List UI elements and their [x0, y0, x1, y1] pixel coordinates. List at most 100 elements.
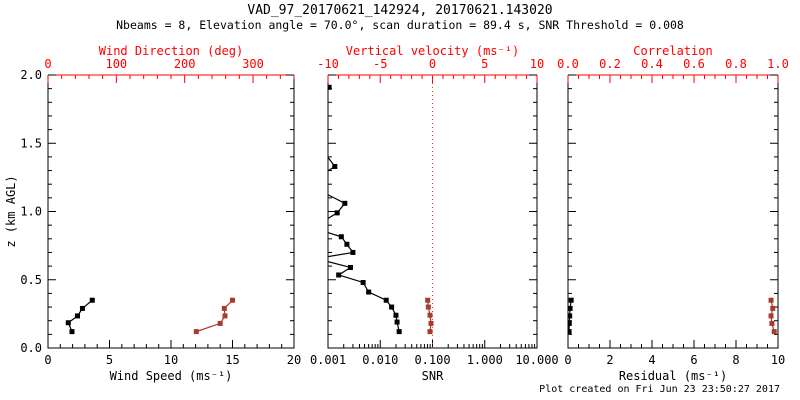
y-axis-snr [328, 74, 537, 349]
tick-label: 1.5 [20, 136, 42, 150]
bottom-axis-title: SNR [422, 369, 444, 383]
snr-profile-marker [334, 210, 340, 216]
tick-label: 0.0 [20, 341, 42, 355]
wind-speed-marker [65, 320, 71, 326]
tick-label: 0.001 [310, 353, 346, 367]
residual-marker [568, 320, 572, 326]
tick-label: 15 [225, 353, 239, 367]
bottom-axis-snr: 0.001 0.010 0.100 1.000 10.000 SNR [310, 340, 559, 383]
tick-label: 0.4 [641, 57, 663, 71]
vertical-velocity-marker [427, 329, 433, 335]
snr-profile-series [305, 84, 402, 335]
correlation-marker [769, 320, 775, 326]
panel-wind: 0 5 10 15 20 Wind Speed (ms⁻¹) 0 100 200 300Wind … [20, 44, 301, 383]
vertical-velocity-series [425, 297, 434, 335]
tick-label: 200 [174, 57, 196, 71]
vertical-velocity-marker [427, 312, 433, 318]
tick-label: 6 [690, 353, 697, 367]
snr-profile-marker [360, 279, 366, 285]
bottom-axis-title: Residual (ms⁻¹) [619, 369, 727, 383]
tick-label: 10.000 [515, 353, 558, 367]
bottom-axis-wind: 0 5 10 15 20 Wind Speed (ms⁻¹) [44, 340, 301, 383]
tick-label: 2 [606, 353, 613, 367]
wind-speed-marker [75, 313, 81, 319]
tick-label: -5 [373, 57, 387, 71]
snr-profile-marker [305, 127, 310, 132]
residual-marker [568, 297, 574, 303]
tick-label: 300 [242, 57, 264, 71]
tick-label: 0 [44, 353, 51, 367]
tick-label: 20 [287, 353, 301, 367]
snr-profile-marker [328, 84, 332, 90]
snr-profile-marker [342, 200, 348, 206]
wind-speed-series [65, 297, 95, 335]
tick-label: 0.8 [725, 57, 747, 71]
tick-label: 0.100 [414, 353, 450, 367]
snr-profile-marker [394, 319, 400, 325]
top-axis-residual: 0.0 0.2 0.4 0.6 0.8 1.0 Correlation [557, 44, 789, 83]
bottom-axis-residual: 0 2 4 6 8 10 Residual (ms⁻¹) [564, 340, 785, 383]
tick-label: 0.0 [557, 57, 579, 71]
vertical-velocity-marker [425, 304, 431, 310]
wind-speed-marker [79, 305, 85, 311]
tick-label: 1.0 [20, 205, 42, 219]
y-axis-title: z (km AGL) [4, 175, 18, 247]
top-axis-title: Correlation [633, 44, 712, 58]
residual-marker [568, 329, 572, 335]
residual-marker [568, 313, 573, 319]
snr-profile-marker [336, 272, 342, 278]
tick-label: 0.2 [599, 57, 621, 71]
residual-series [568, 297, 574, 335]
tick-label: 2.0 [20, 68, 42, 82]
snr-profile-marker [393, 312, 399, 318]
tick-label: 0.010 [362, 353, 398, 367]
correlation-series [768, 297, 777, 335]
tick-label: -10 [317, 57, 339, 71]
figure-title: VAD_97_20170621_142924, 20170621.143020 [247, 3, 553, 18]
snr-profile-marker [366, 289, 372, 295]
vertical-velocity-marker [428, 320, 434, 326]
vertical-velocity-marker [425, 297, 431, 303]
snr-profile-marker [314, 256, 319, 261]
tick-label: 1.0 [767, 57, 789, 71]
snr-profile-marker [348, 264, 354, 270]
tick-label: 8 [732, 353, 739, 367]
top-axis-title: Vertical velocity (ms⁻¹) [346, 44, 519, 58]
figure-subtitle: Nbeams = 8, Elevation angle = 70.0°, sca… [116, 18, 684, 32]
snr-profile-marker [344, 241, 350, 247]
tick-label: 0 [429, 57, 436, 71]
correlation-marker [768, 297, 774, 303]
tick-label: 0.5 [20, 273, 42, 287]
tick-label: 10 [530, 57, 544, 71]
wind-direction-marker [230, 297, 235, 303]
tick-label: 0 [564, 353, 571, 367]
snr-profile-line [328, 87, 400, 332]
correlation-marker [770, 305, 776, 311]
snr-profile-marker [332, 163, 338, 169]
wind-direction-marker [221, 305, 227, 311]
snr-profile-marker [383, 297, 389, 303]
wind-direction-marker [193, 329, 199, 335]
correlation-marker [768, 313, 774, 319]
wind-speed-marker [69, 329, 75, 335]
tick-label: 0.6 [683, 57, 705, 71]
top-axis-title: Wind Direction (deg) [99, 44, 244, 58]
tick-label: 0 [44, 57, 51, 71]
tick-label: 4 [648, 353, 655, 367]
wind-direction-series [193, 297, 235, 335]
snr-profile-marker [350, 249, 356, 255]
bottom-axis-title: Wind Speed (ms⁻¹) [110, 369, 233, 383]
wind-speed-marker [89, 297, 95, 303]
y-axis-residual [568, 74, 778, 349]
wind-direction-marker [217, 320, 223, 326]
tick-label: 100 [105, 57, 127, 71]
top-axis-snr: -10 -5 0 5 10 Vertical velocity (ms⁻¹) [317, 44, 544, 83]
residual-marker [568, 305, 573, 311]
snr-profile-marker [310, 225, 315, 230]
tick-label: 10 [164, 353, 178, 367]
wind-speed-line [67, 299, 93, 332]
panel-residual: 0 2 4 6 8 10 Residual (ms⁻¹) 0.0 0.2 0.4 0.6 0.8 1.0… [557, 44, 789, 383]
